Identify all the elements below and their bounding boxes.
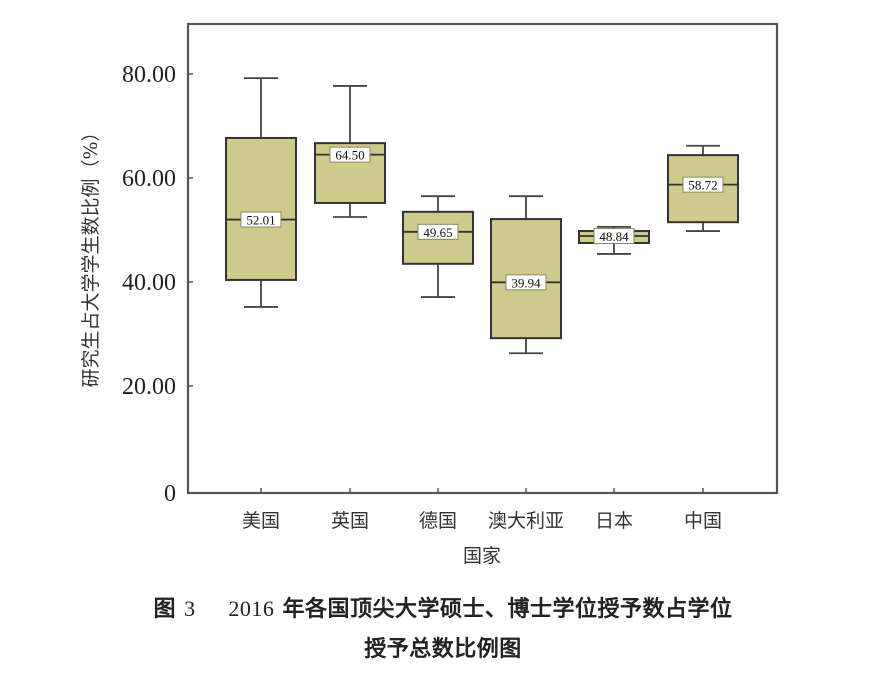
y-axis-title: 研究生占大学学生数比例（%） bbox=[80, 122, 102, 387]
median-label-box bbox=[240, 211, 282, 228]
iqr-box bbox=[225, 136, 297, 281]
median-label: 48.84 bbox=[599, 229, 629, 244]
median-label: 39.94 bbox=[511, 275, 541, 290]
x-tick-label: 德国 bbox=[419, 510, 457, 532]
median-label-box bbox=[505, 274, 547, 291]
figure-caption-line2: 授予总数比例图 bbox=[364, 637, 522, 662]
median-label: 64.50 bbox=[335, 148, 364, 163]
boxplot-chart: 0 20.00 40.00 60.00 80.00 美国 英国 德国 澳大利亚 日本 中国 52.… bbox=[80, 22, 779, 567]
median-label-box bbox=[417, 223, 459, 240]
box-4: 39.94 bbox=[490, 195, 562, 355]
caption-year: 2016 bbox=[228, 596, 275, 621]
y-axis: 0 20.00 40.00 60.00 80.00 bbox=[122, 62, 193, 507]
x-tick-label: 日本 bbox=[595, 510, 633, 532]
plot-border bbox=[186, 22, 779, 495]
median-label-box bbox=[593, 228, 635, 245]
y-tick-label: 0 bbox=[164, 481, 176, 507]
x-tick-label: 美国 bbox=[242, 510, 280, 532]
box-6: 58.72 bbox=[667, 144, 739, 232]
caption-prefix: 图 bbox=[153, 597, 185, 622]
median-label: 49.65 bbox=[423, 225, 452, 240]
y-tick-label: 40.00 bbox=[122, 270, 176, 296]
x-axis-title: 国家 bbox=[463, 545, 501, 567]
plot-frame bbox=[186, 22, 779, 495]
y-tick-label: 20.00 bbox=[122, 374, 176, 400]
figure-number: 3 bbox=[184, 596, 196, 621]
y-tick-label: 60.00 bbox=[122, 166, 176, 192]
median-label-box bbox=[329, 146, 371, 163]
box-5: 48.84 bbox=[578, 225, 650, 255]
box-series: 52.01 64.50 49.65 39.94 48.84 58.72 bbox=[225, 77, 739, 355]
y-tick-label: 80.00 bbox=[122, 62, 176, 88]
box-1: 52.01 bbox=[225, 77, 297, 308]
median-label: 58.72 bbox=[688, 178, 717, 193]
caption-text: 年各国顶尖大学硕士、博士学位授予数占学位 bbox=[274, 597, 733, 622]
x-axis: 美国 英国 德国 澳大利亚 日本 中国 bbox=[242, 488, 722, 532]
median-label-box bbox=[682, 176, 724, 193]
median-label: 52.01 bbox=[246, 213, 275, 228]
x-tick-label: 英国 bbox=[331, 510, 369, 532]
figure-caption-line1: 图 3 2016 年各国顶尖大学硕士、博士学位授予数占学位 bbox=[0, 591, 886, 623]
box-2: 64.50 bbox=[314, 85, 386, 218]
x-tick-label: 中国 bbox=[684, 510, 722, 532]
box-3: 49.65 bbox=[402, 195, 474, 298]
x-tick-label: 澳大利亚 bbox=[488, 510, 564, 532]
